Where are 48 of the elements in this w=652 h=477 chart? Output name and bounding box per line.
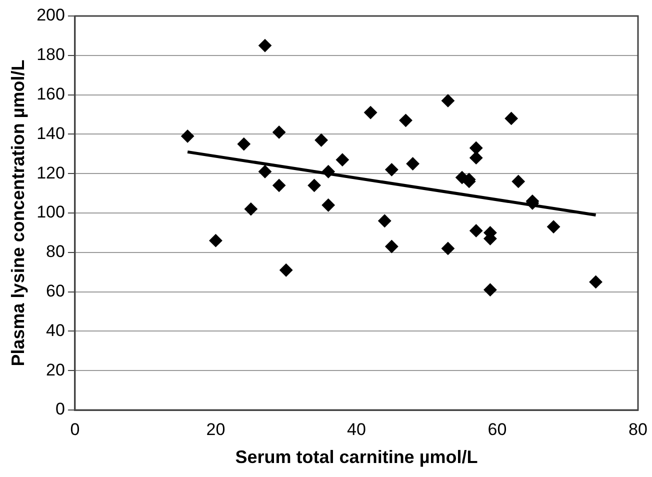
point — [336, 153, 349, 166]
point — [181, 130, 194, 143]
y-tick-label: 160 — [36, 84, 65, 104]
point — [272, 178, 286, 192]
point — [209, 234, 222, 248]
x-tick-label: 40 — [347, 420, 366, 439]
point — [441, 94, 454, 108]
point — [589, 275, 602, 288]
y-tick-label: 80 — [46, 242, 65, 262]
point — [314, 134, 328, 147]
point — [308, 178, 321, 192]
x-tick-label: 0 — [70, 420, 80, 439]
point — [470, 141, 483, 154]
point — [272, 126, 286, 139]
point — [470, 151, 483, 164]
y-tick-label: 0 — [55, 400, 65, 419]
point — [322, 198, 335, 212]
point — [258, 39, 272, 52]
y-tick-label: 180 — [36, 45, 65, 64]
point — [470, 224, 483, 238]
y-tick-label: 100 — [36, 202, 65, 222]
y-axis-title: Plasma lysine concentration µmol/L — [8, 60, 28, 366]
point — [322, 165, 335, 178]
y-tick-label: 40 — [46, 320, 65, 340]
point — [504, 112, 518, 125]
point — [399, 114, 412, 127]
point — [258, 165, 272, 178]
point — [364, 106, 378, 120]
x-tick-label: 60 — [488, 420, 507, 439]
y-tick-label: 200 — [36, 6, 65, 25]
y-tick-label: 120 — [36, 163, 65, 182]
point — [280, 264, 293, 277]
y-tick-label: 60 — [46, 281, 65, 300]
x-tick-label: 20 — [206, 420, 226, 439]
point — [406, 157, 420, 170]
point — [547, 220, 560, 234]
point — [244, 202, 258, 216]
point — [385, 240, 398, 253]
point — [237, 138, 250, 151]
x-tick-label: 80 — [628, 420, 648, 439]
point — [385, 163, 398, 176]
y-tick-label: 140 — [36, 124, 65, 143]
point — [378, 214, 392, 228]
point — [441, 242, 454, 255]
point — [512, 174, 525, 188]
y-tick-label: 20 — [46, 360, 65, 380]
x-axis-title: Serum total carnitine µmol/L — [235, 447, 478, 468]
point — [484, 283, 497, 296]
